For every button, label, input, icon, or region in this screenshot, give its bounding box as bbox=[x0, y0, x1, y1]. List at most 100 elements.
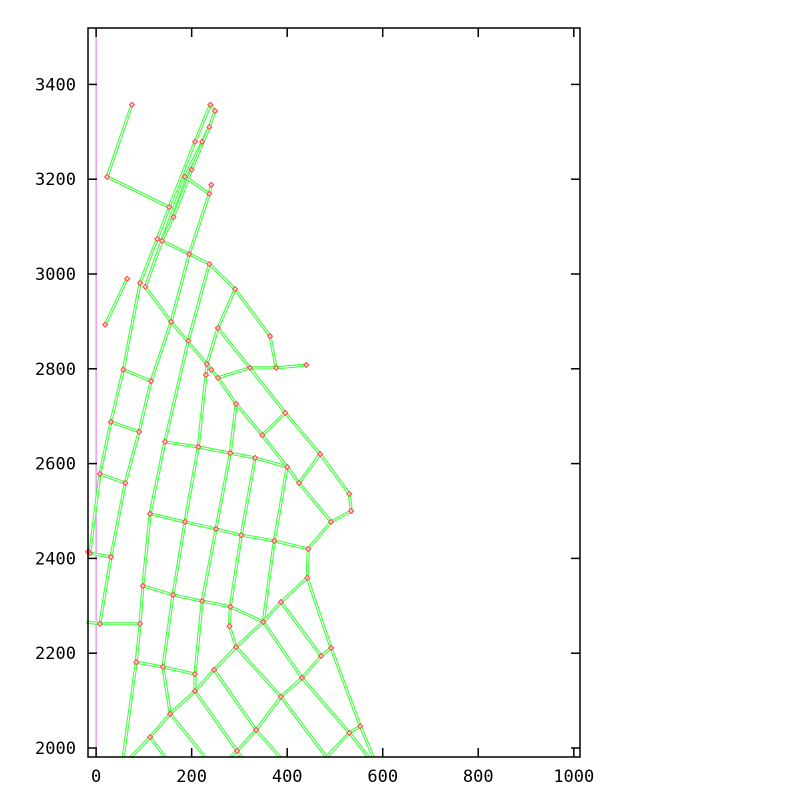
node-marker bbox=[186, 250, 193, 258]
edge-center-24 bbox=[99, 473, 126, 484]
node-marker bbox=[346, 490, 353, 498]
y-tick-label: 2600 bbox=[35, 455, 76, 475]
node-marker bbox=[214, 374, 222, 382]
node-marker bbox=[259, 431, 266, 439]
node-marker bbox=[295, 479, 303, 487]
node-marker bbox=[304, 574, 311, 582]
node-marker bbox=[122, 479, 129, 487]
axes: 0 200 400 600 800 1000 2000 2200 2400 2600 2800 300… bbox=[35, 27, 594, 787]
node-marker bbox=[317, 652, 325, 660]
node-marker bbox=[232, 400, 240, 408]
node-marker bbox=[147, 377, 155, 385]
edge-center-31 bbox=[262, 621, 369, 758]
x-tick-label: 1000 bbox=[553, 767, 594, 787]
node-marker bbox=[202, 371, 210, 379]
edge-center-15 bbox=[298, 453, 321, 484]
node-marker bbox=[133, 658, 140, 666]
node-marker bbox=[107, 553, 115, 561]
node-marker bbox=[159, 663, 167, 671]
edge-center-23 bbox=[110, 421, 140, 433]
node-marker bbox=[191, 687, 199, 695]
node-marker bbox=[232, 643, 240, 651]
x-tick-label: 200 bbox=[176, 767, 207, 787]
node-marker bbox=[327, 644, 335, 652]
node-marker bbox=[227, 603, 234, 610]
y-tick-label: 2200 bbox=[35, 644, 76, 664]
node-marker bbox=[212, 525, 220, 533]
node-marker bbox=[226, 622, 233, 630]
edge-center-9 bbox=[104, 278, 128, 325]
node-marker bbox=[227, 449, 234, 457]
y-tick-label: 3200 bbox=[35, 170, 76, 190]
node-marker bbox=[198, 138, 206, 145]
node-marker bbox=[206, 260, 213, 268]
x-tick-label: 600 bbox=[367, 767, 398, 787]
x-tick-label: 400 bbox=[272, 767, 303, 787]
node-marker bbox=[165, 203, 173, 211]
node-marker bbox=[154, 235, 161, 243]
node-marker bbox=[207, 101, 214, 108]
edge-center-10 bbox=[122, 263, 210, 758]
node-marker bbox=[135, 428, 143, 436]
edge-17 bbox=[227, 457, 257, 648]
node-marker bbox=[181, 173, 189, 181]
node-marker bbox=[107, 418, 115, 426]
node-marker bbox=[185, 337, 192, 345]
node-marker bbox=[277, 598, 285, 606]
edge-center-14 bbox=[164, 441, 332, 523]
edge-center-22 bbox=[123, 369, 152, 382]
y-tick-label: 3000 bbox=[35, 265, 76, 285]
node-marker bbox=[188, 166, 195, 173]
node-marker bbox=[304, 545, 312, 553]
edge-3 bbox=[143, 110, 289, 468]
node-marker bbox=[139, 582, 147, 590]
node-marker bbox=[136, 620, 144, 628]
node-marker bbox=[206, 190, 213, 198]
node-marker bbox=[101, 321, 109, 328]
node-marker bbox=[128, 101, 136, 108]
edge-center-4 bbox=[161, 126, 210, 242]
edge-7 bbox=[156, 237, 307, 370]
node-marker bbox=[303, 361, 310, 369]
edge-center-12 bbox=[217, 327, 352, 550]
node-marker bbox=[158, 237, 166, 245]
node-marker bbox=[251, 454, 259, 462]
node-marker bbox=[208, 181, 215, 189]
x-tick-label: 0 bbox=[91, 767, 101, 787]
edge-12 bbox=[216, 326, 353, 550]
node-marker bbox=[170, 213, 177, 221]
node-marker bbox=[203, 360, 211, 368]
node-marker bbox=[120, 366, 127, 373]
node-marker bbox=[282, 409, 289, 417]
edge-center-29 bbox=[280, 601, 322, 657]
node-marker bbox=[214, 324, 222, 332]
y-tick-label: 2000 bbox=[35, 739, 76, 759]
node-marker bbox=[198, 597, 206, 605]
node-marker bbox=[210, 666, 218, 673]
node-marker bbox=[346, 729, 353, 737]
node-marker bbox=[191, 138, 199, 145]
node-marker bbox=[271, 537, 278, 545]
node-marker bbox=[142, 283, 149, 291]
node-marker bbox=[146, 733, 154, 741]
node-marker bbox=[246, 364, 254, 372]
node-marker bbox=[298, 674, 306, 682]
nodes-layer bbox=[84, 101, 364, 755]
node-marker bbox=[169, 591, 177, 599]
node-marker bbox=[260, 618, 267, 626]
node-marker bbox=[103, 173, 111, 181]
node-marker bbox=[123, 275, 131, 282]
node-marker bbox=[272, 364, 280, 372]
node-marker bbox=[277, 693, 285, 701]
node-marker bbox=[357, 722, 364, 730]
node-marker bbox=[146, 510, 154, 518]
edge-center-7 bbox=[157, 238, 307, 369]
node-marker bbox=[206, 123, 213, 131]
node-marker bbox=[191, 670, 199, 678]
node-marker bbox=[136, 279, 144, 287]
edge-center-19 bbox=[149, 513, 309, 550]
node-marker bbox=[195, 443, 202, 451]
y-tick-label: 2400 bbox=[35, 549, 76, 569]
edge-center-35 bbox=[169, 713, 206, 758]
